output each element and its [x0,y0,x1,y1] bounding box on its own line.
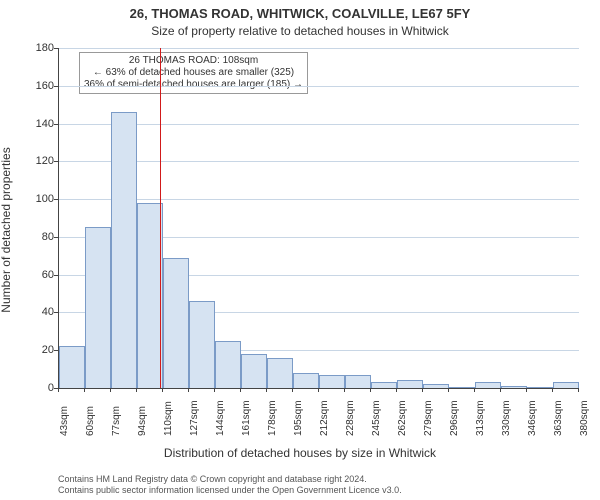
x-tick-mark [552,388,553,392]
x-tick-mark [84,388,85,392]
histogram-bar [111,112,137,388]
histogram-bar [397,380,423,388]
gridline [59,86,579,87]
x-tick-label: 262sqm [397,400,408,436]
annotation-box: 26 THOMAS ROAD: 108sqm ← 63% of detached… [79,52,308,94]
histogram-bar [345,375,371,388]
y-tick-mark [54,124,58,125]
y-tick-label: 60 [26,269,54,281]
x-tick-mark [344,388,345,392]
x-tick-label: 380sqm [579,400,590,436]
y-tick-label: 40 [26,306,54,318]
y-tick-mark [54,199,58,200]
histogram-bar [423,384,449,388]
x-tick-mark [136,388,137,392]
x-tick-label: 178sqm [267,400,278,436]
x-tick-mark [396,388,397,392]
y-tick-mark [54,350,58,351]
histogram-bar [319,375,345,388]
x-tick-mark [448,388,449,392]
x-tick-mark [578,388,579,392]
y-tick-label: 80 [26,231,54,243]
y-tick-label: 20 [26,344,54,356]
annotation-line2: ← 63% of detached houses are smaller (32… [84,67,303,79]
histogram-bar [527,387,553,388]
histogram-bar [215,341,241,388]
histogram-bar [449,387,475,388]
histogram-bar [267,358,293,388]
histogram-bar [137,203,163,388]
gridline [59,199,579,200]
x-axis-label: Distribution of detached houses by size … [0,446,600,460]
y-tick-label: 0 [26,382,54,394]
gridline [59,48,579,49]
x-tick-label: 144sqm [215,400,226,436]
histogram-bar [85,227,111,388]
histogram-bar [189,301,215,388]
x-tick-label: 94sqm [137,406,148,436]
x-tick-mark [58,388,59,392]
x-tick-label: 330sqm [501,400,512,436]
y-tick-label: 180 [26,42,54,54]
x-tick-mark [318,388,319,392]
histogram-bar [475,382,501,388]
y-tick-mark [54,161,58,162]
chart-title-line1: 26, THOMAS ROAD, WHITWICK, COALVILLE, LE… [0,6,600,21]
histogram-bar [293,373,319,388]
histogram-bar [553,382,579,388]
y-tick-mark [54,86,58,87]
gridline [59,124,579,125]
x-tick-label: 60sqm [85,406,96,436]
chart-title-line2: Size of property relative to detached ho… [0,24,600,38]
y-tick-label: 100 [26,193,54,205]
x-tick-mark [266,388,267,392]
y-tick-mark [54,312,58,313]
x-tick-label: 363sqm [553,400,564,436]
x-tick-mark [422,388,423,392]
histogram-bar [501,386,527,388]
x-tick-mark [214,388,215,392]
annotation-line1: 26 THOMAS ROAD: 108sqm [84,55,303,67]
x-tick-label: 313sqm [475,400,486,436]
x-tick-label: 245sqm [371,400,382,436]
x-tick-label: 127sqm [189,400,200,436]
footer-text: Contains HM Land Registry data © Crown c… [58,474,402,496]
histogram-bar [241,354,267,388]
x-tick-label: 279sqm [423,400,434,436]
x-tick-mark [188,388,189,392]
plot-area: 26 THOMAS ROAD: 108sqm ← 63% of detached… [58,48,579,389]
x-tick-label: 110sqm [163,401,174,436]
x-tick-mark [162,388,163,392]
x-tick-label: 77sqm [111,406,122,436]
y-tick-mark [54,48,58,49]
x-tick-label: 161sqm [241,400,252,436]
histogram-bar [371,382,397,388]
chart-container: 26, THOMAS ROAD, WHITWICK, COALVILLE, LE… [0,0,600,500]
footer-line2: Contains public sector information licen… [58,485,402,496]
y-tick-label: 140 [26,118,54,130]
histogram-bar [59,346,85,388]
reference-line [160,48,161,388]
x-tick-label: 195sqm [293,400,304,436]
y-tick-label: 160 [26,80,54,92]
x-tick-label: 228sqm [345,400,356,436]
x-tick-label: 296sqm [449,400,460,436]
x-tick-label: 212sqm [319,400,330,436]
y-tick-mark [54,275,58,276]
x-tick-mark [526,388,527,392]
y-tick-mark [54,237,58,238]
x-tick-label: 346sqm [527,400,538,436]
x-tick-mark [370,388,371,392]
footer-line1: Contains HM Land Registry data © Crown c… [58,474,402,485]
x-tick-mark [474,388,475,392]
histogram-bar [163,258,189,388]
x-tick-label: 43sqm [59,406,70,436]
x-tick-mark [240,388,241,392]
gridline [59,161,579,162]
x-tick-mark [110,388,111,392]
x-tick-mark [500,388,501,392]
y-axis-label: Number of detached properties [0,147,13,312]
y-tick-label: 120 [26,155,54,167]
x-tick-mark [292,388,293,392]
